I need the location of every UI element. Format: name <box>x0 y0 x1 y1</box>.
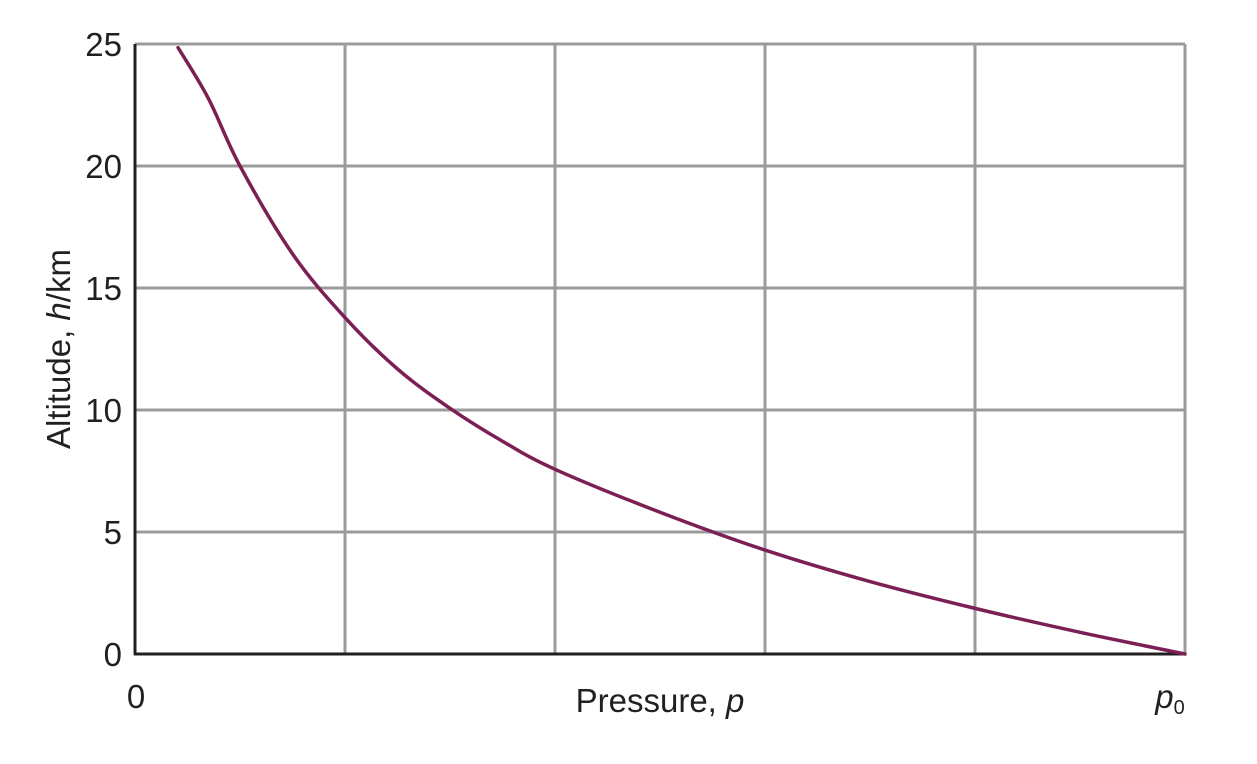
label-layer: 0 p0 Pressure, p Altitude, h/km 05101520… <box>40 26 1185 719</box>
x-tick-end-sub: 0 <box>1174 697 1185 719</box>
y-tick-label-20: 20 <box>85 148 122 185</box>
x-axis-label: Pressure, p <box>576 682 745 719</box>
y-tick-label-10: 10 <box>85 392 122 429</box>
axis-layer <box>133 44 1185 656</box>
y-axis-label-text: Altitude, <box>40 321 77 449</box>
altitude-pressure-curve <box>176 45 1187 656</box>
x-tick-zero: 0 <box>127 678 145 715</box>
x-axis-label-var: p <box>725 682 744 719</box>
y-tick-label-0: 0 <box>104 636 122 673</box>
y-axis-label-var: h <box>40 302 77 320</box>
y-tick-label-15: 15 <box>85 270 122 307</box>
x-axis-label-text: Pressure, <box>576 682 726 719</box>
y-tick-label-25: 25 <box>85 26 122 63</box>
y-axis-label: Altitude, h/km <box>40 249 77 449</box>
x-tick-end: p0 <box>1154 678 1184 719</box>
y-axis-label-unit: /km <box>40 249 77 302</box>
x-tick-end-var: p <box>1154 678 1173 715</box>
curve-layer <box>176 45 1187 656</box>
y-tick-label-5: 5 <box>104 514 122 551</box>
grid-layer <box>135 42 1187 654</box>
